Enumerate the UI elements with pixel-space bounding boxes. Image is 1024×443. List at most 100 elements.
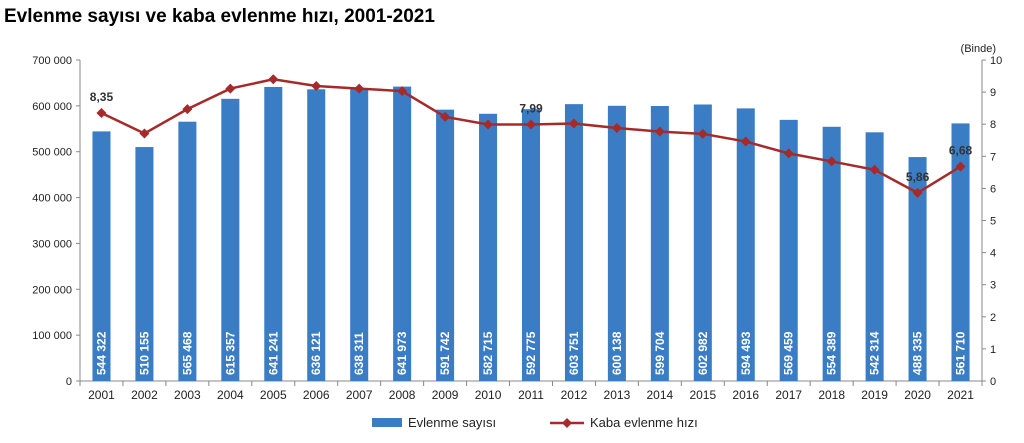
- line-point: [654, 126, 665, 137]
- bar: [350, 88, 369, 381]
- left-tick-label: 0: [66, 376, 72, 388]
- x-tick-label: 2007: [346, 388, 373, 402]
- bar-value-label: 591 742: [438, 331, 452, 375]
- line-value-annotation: 7,99: [519, 102, 543, 116]
- x-tick-label: 2008: [389, 388, 416, 402]
- bar-value-label: 582 715: [481, 331, 495, 375]
- bar: [908, 157, 927, 381]
- line-point: [354, 83, 365, 94]
- x-tick-label: 2012: [561, 388, 588, 402]
- line-point: [783, 148, 794, 159]
- bar-value-label: 542 314: [868, 331, 882, 375]
- right-tick-label: 8: [990, 119, 996, 131]
- bar: [865, 132, 884, 381]
- bar-value-label: 565 468: [180, 331, 194, 375]
- line-point: [826, 156, 837, 167]
- right-tick-label: 2: [990, 312, 996, 324]
- bar-value-label: 544 322: [94, 331, 108, 375]
- line-point: [955, 161, 966, 172]
- left-tick-label: 100 000: [32, 330, 72, 342]
- left-tick-label: 600 000: [32, 101, 72, 113]
- x-tick-label: 2021: [947, 388, 974, 402]
- bar: [693, 104, 712, 381]
- right-tick-label: 3: [990, 280, 996, 292]
- x-tick-label: 2020: [904, 388, 931, 402]
- bar-value-label: 569 459: [782, 331, 796, 375]
- bar: [479, 113, 498, 382]
- line-point: [182, 104, 193, 115]
- bar-value-label: 615 357: [223, 331, 237, 375]
- line-point: [311, 81, 322, 92]
- right-tick-label: 0: [990, 376, 996, 388]
- x-tick-label: 2014: [647, 388, 674, 402]
- bar: [92, 131, 111, 381]
- bar-value-label: 594 493: [739, 331, 753, 375]
- line-point: [568, 118, 579, 129]
- bar-value-label: 641 241: [266, 331, 280, 375]
- bar-value-label: 602 982: [696, 331, 710, 375]
- bar-value-label: 641 973: [395, 331, 409, 375]
- line-point: [225, 83, 236, 94]
- right-tick-label: 6: [990, 183, 996, 195]
- right-tick-label: 1: [990, 344, 996, 356]
- line-value-annotation: 6,68: [949, 144, 973, 158]
- x-tick-label: 2010: [475, 388, 502, 402]
- x-tick-label: 2018: [818, 388, 845, 402]
- x-tick-label: 2004: [217, 388, 244, 402]
- x-tick-label: 2017: [775, 388, 802, 402]
- x-tick-label: 2005: [260, 388, 287, 402]
- line-point: [740, 136, 751, 147]
- bar: [264, 86, 283, 382]
- right-tick-label: 10: [990, 55, 1002, 67]
- line-point: [397, 86, 408, 97]
- left-tick-label: 200 000: [32, 284, 72, 296]
- line-point: [697, 128, 708, 139]
- bar: [736, 108, 755, 381]
- line-point: [526, 119, 536, 130]
- legend-bar-label: Evlenme sayısı: [408, 415, 496, 430]
- x-tick-label: 2015: [689, 388, 716, 402]
- x-tick-label: 2009: [432, 388, 459, 402]
- bar-value-label: 561 710: [954, 331, 968, 375]
- line-value-annotation: 5,86: [906, 170, 930, 184]
- right-tick-label: 5: [990, 216, 996, 228]
- legend-bar-swatch: [372, 418, 402, 427]
- bar: [307, 89, 326, 381]
- legend-line-marker: [562, 418, 572, 428]
- right-axis-unit: (Binde): [961, 43, 996, 55]
- line-point: [912, 187, 923, 198]
- bar: [135, 147, 154, 381]
- line-point: [96, 107, 107, 118]
- bar: [564, 104, 583, 382]
- bar: [607, 105, 626, 382]
- bar: [650, 105, 669, 381]
- x-tick-label: 2002: [131, 388, 158, 402]
- x-tick-label: 2011: [518, 388, 544, 402]
- bar: [221, 98, 240, 381]
- legend-line-label: Kaba evlenme hızı: [590, 415, 698, 430]
- line-point: [268, 74, 279, 85]
- line-point: [440, 111, 451, 122]
- bar: [521, 109, 541, 381]
- left-tick-label: 500 000: [32, 147, 72, 159]
- x-tick-label: 2006: [303, 388, 330, 402]
- bar: [393, 86, 412, 381]
- x-tick-label: 2019: [861, 388, 888, 402]
- bar-value-label: 488 335: [911, 331, 925, 375]
- x-tick-label: 2013: [604, 388, 631, 402]
- bar-value-label: 592 775: [524, 331, 538, 375]
- right-tick-label: 7: [990, 151, 996, 163]
- line-point: [611, 123, 622, 134]
- line-point: [869, 164, 880, 175]
- line-point: [139, 128, 150, 139]
- right-tick-label: 4: [990, 248, 996, 260]
- bar-value-label: 600 138: [610, 331, 624, 375]
- left-tick-label: 300 000: [32, 238, 72, 250]
- line-value-annotation: 8,35: [90, 90, 114, 104]
- x-tick-label: 2001: [88, 388, 115, 402]
- x-tick-label: 2016: [732, 388, 759, 402]
- bar: [822, 126, 841, 381]
- bar-value-label: 603 751: [567, 331, 581, 375]
- bar-value-label: 638 311: [352, 332, 366, 375]
